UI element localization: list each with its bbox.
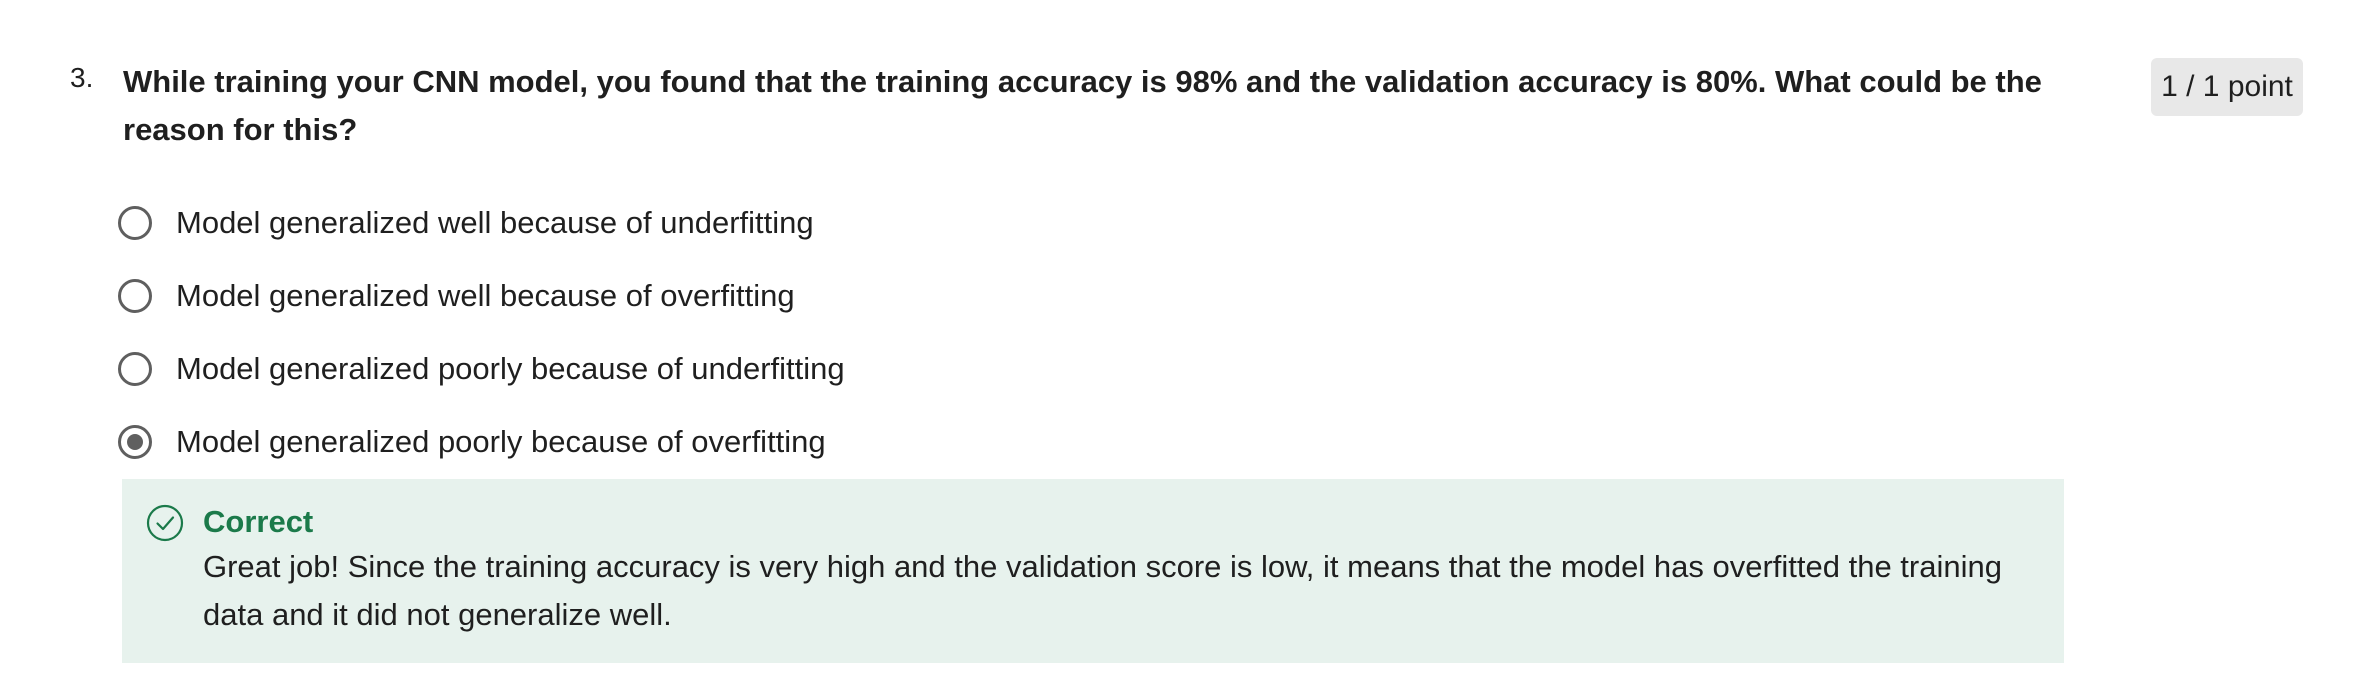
radio-button-selected[interactable] bbox=[118, 424, 152, 459]
feedback-box: Correct Great job! Since the training ac… bbox=[122, 479, 2064, 663]
check-circle-icon bbox=[146, 504, 184, 542]
question-number: 3. bbox=[70, 62, 94, 93]
option-label: Model generalized well because of underf… bbox=[176, 204, 814, 240]
feedback-status: Correct bbox=[203, 504, 314, 539]
option-1[interactable]: Model generalized well because of underf… bbox=[118, 186, 845, 259]
radio-button[interactable] bbox=[118, 351, 152, 386]
option-3[interactable]: Model generalized poorly because of unde… bbox=[118, 332, 845, 405]
points-badge: 1 / 1 point bbox=[2151, 58, 2303, 116]
option-2[interactable]: Model generalized well because of overfi… bbox=[118, 259, 845, 332]
option-label: Model generalized poorly because of over… bbox=[176, 423, 826, 459]
answer-options: Model generalized well because of underf… bbox=[118, 186, 845, 478]
option-label: Model generalized poorly because of unde… bbox=[176, 350, 845, 386]
radio-button[interactable] bbox=[118, 205, 152, 240]
option-label: Model generalized well because of overfi… bbox=[176, 277, 795, 313]
radio-button[interactable] bbox=[118, 278, 152, 313]
feedback-message: Great job! Since the training accuracy i… bbox=[203, 549, 2002, 632]
question-text: While training your CNN model, you found… bbox=[123, 64, 2042, 147]
option-4[interactable]: Model generalized poorly because of over… bbox=[118, 405, 845, 478]
